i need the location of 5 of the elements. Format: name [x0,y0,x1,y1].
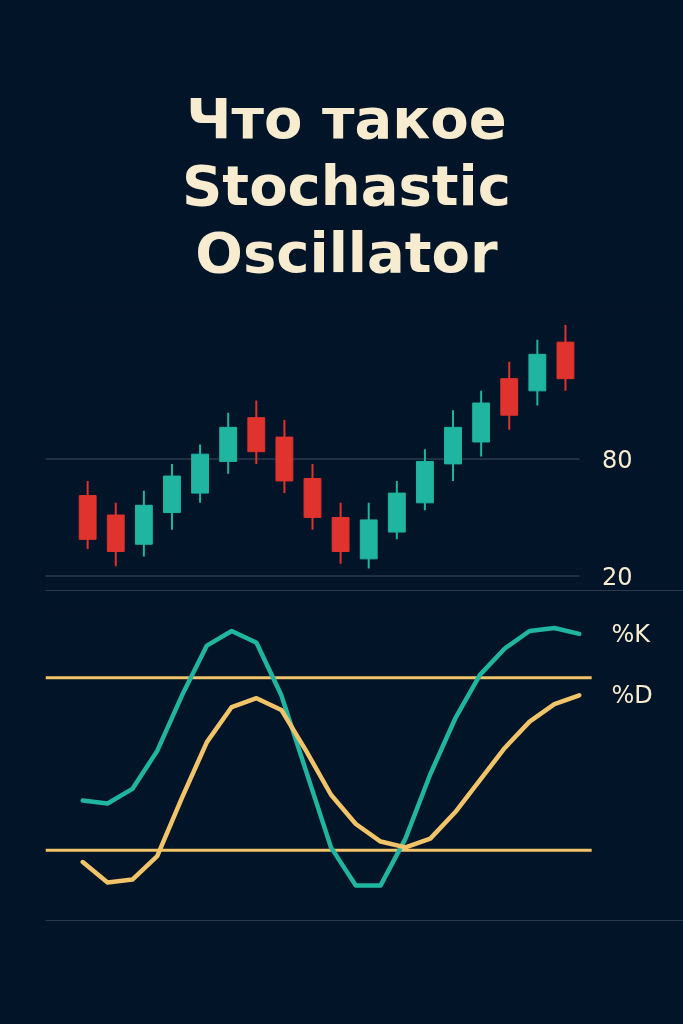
chart-title: Что такое Stochastic Oscillator [181,85,512,287]
text: 80 [601,446,633,475]
series-label: %K [611,619,652,648]
series-label: %D [611,681,653,710]
text: 20 [601,562,633,591]
